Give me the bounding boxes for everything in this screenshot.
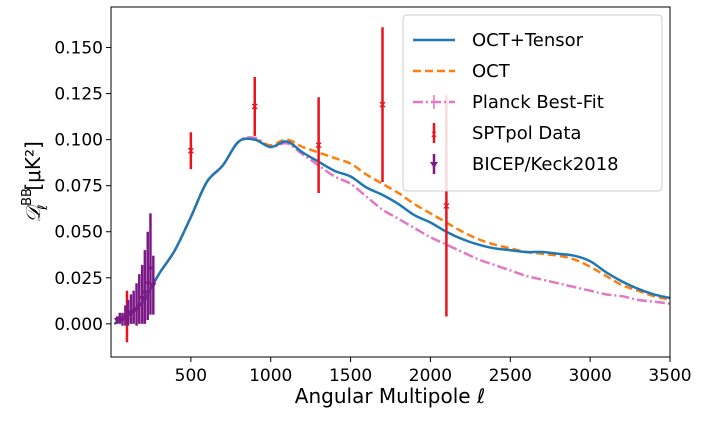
marker-bicep-4 — [125, 312, 132, 318]
legend-box — [402, 14, 663, 192]
legend-label-oct-tensor: OCT+Tensor — [472, 30, 584, 51]
y-tick-label-1: 0.025 — [54, 269, 103, 289]
y-label-sup: BB — [20, 188, 35, 206]
x-tick-label-3000: 3000 — [569, 366, 612, 386]
marker-bicep-8 — [136, 303, 143, 309]
marker-bicep-6 — [130, 308, 137, 314]
x-axis-label: Angular Multipole ℓ — [295, 384, 485, 408]
marker-bicep-0 — [113, 318, 120, 324]
marker-sptpol-1 — [187, 147, 194, 154]
legend: OCT+Tensor OCT Planck Best-Fit x SPTpol … — [402, 14, 663, 192]
y-tick-label-4: 0.100 — [54, 131, 103, 151]
marker-sptpol-2 — [251, 103, 258, 110]
svg-text:𝒟BBℓ[μK²]: 𝒟BBℓ [μK²] — [20, 141, 51, 223]
x-axis-ticks: 500 1000 1500 2000 2500 3000 3500 — [175, 357, 692, 386]
x-tick-label-2500: 2500 — [489, 366, 532, 386]
x-tick-label-1500: 1500 — [329, 366, 372, 386]
marker-bicep-10 — [141, 290, 148, 296]
y-tick-label-6: 0.150 — [54, 39, 103, 59]
marker-bicep-2 — [119, 318, 126, 324]
y-tick-label-0: 0.000 — [54, 315, 103, 335]
legend-marker-bicep — [430, 162, 438, 168]
legend-label-oct: OCT — [472, 61, 511, 82]
y-label-symbol: 𝒟 — [21, 203, 45, 223]
legend-label-bicep: BICEP/Keck2018 — [472, 154, 619, 175]
plot-frame — [110, 6, 671, 358]
y-tick-label-2: 0.050 — [54, 223, 103, 243]
plot-marks — [113, 27, 670, 343]
y-label-sub: ℓ — [36, 205, 51, 211]
x-tick-label-1000: 1000 — [249, 366, 292, 386]
y-tick-label-3: 0.075 — [54, 177, 103, 197]
x-tick-label-500: 500 — [175, 366, 207, 386]
x-tick-label-3500: 3500 — [648, 366, 691, 386]
y-axis-label: 𝒟BBℓ [μK²] — [20, 141, 51, 223]
marker-bicep-13 — [150, 283, 157, 289]
x-tick-label-2000: 2000 — [409, 366, 452, 386]
y-tick-label-5: 0.125 — [54, 85, 103, 105]
y-label-unit: [μK²] — [21, 141, 45, 190]
series-line-oct-tensor — [113, 137, 670, 325]
marker-sptpol-3 — [315, 142, 322, 149]
legend-label-planck: Planck Best-Fit — [472, 92, 604, 113]
marker-sptpol-5 — [443, 202, 450, 209]
legend-label-sptpol: SPTpol Data — [472, 123, 581, 144]
y-axis-ticks: 0.000 0.025 0.050 0.075 0.100 0.125 0.150 — [54, 39, 111, 335]
marker-bicep-12 — [147, 266, 154, 272]
legend-marker-sptpol: x — [431, 129, 437, 140]
plot-content — [113, 27, 670, 343]
marker-sptpol-4 — [379, 101, 386, 108]
